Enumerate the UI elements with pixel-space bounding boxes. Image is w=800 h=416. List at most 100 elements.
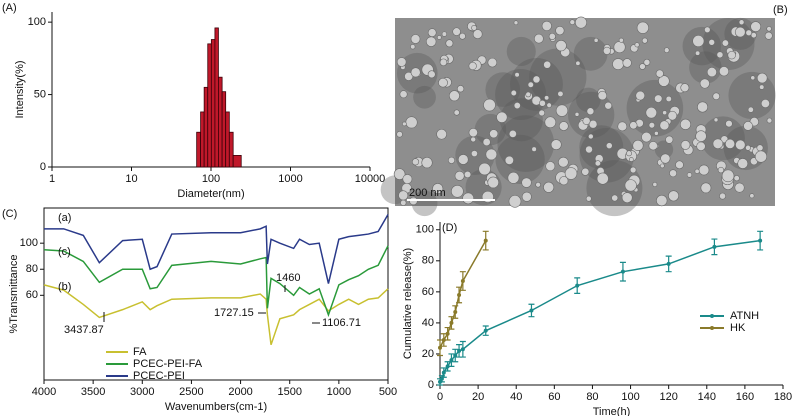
particle	[602, 46, 611, 55]
y-tick-label: 100	[20, 237, 38, 249]
annotation: (b)	[58, 281, 71, 293]
particle	[459, 32, 466, 40]
panel-label: (A)	[2, 2, 17, 14]
particle	[629, 166, 637, 174]
x-tick-label: 1500	[277, 386, 301, 398]
plot-frame	[43, 207, 389, 381]
bar	[203, 86, 209, 168]
particle	[586, 107, 595, 116]
particle	[706, 67, 717, 78]
y-tick-label: 100	[416, 224, 434, 236]
particle	[621, 192, 633, 204]
spectrum	[44, 214, 389, 284]
particle	[544, 95, 550, 101]
particle	[421, 157, 433, 169]
annotation: 3437.87	[64, 324, 104, 336]
bar	[214, 27, 219, 168]
particle	[463, 170, 472, 179]
particle	[745, 144, 751, 151]
particle	[559, 176, 569, 186]
point	[445, 331, 450, 336]
annotation: 1106.71	[322, 317, 361, 329]
particle	[410, 44, 416, 50]
y-tick-label: 40	[422, 317, 434, 329]
particle	[654, 131, 659, 136]
particle	[558, 121, 569, 131]
particle	[618, 37, 624, 43]
particle	[686, 172, 693, 178]
particle	[735, 139, 746, 151]
particle	[680, 83, 690, 93]
stain	[495, 134, 545, 184]
particle	[635, 90, 646, 101]
particle	[507, 171, 520, 184]
particle	[462, 192, 475, 205]
stain	[576, 87, 601, 113]
legend-marker	[710, 326, 714, 330]
x-tick-label: 2500	[179, 386, 203, 398]
annotation: 1460	[276, 272, 300, 284]
particle	[641, 131, 652, 143]
y-tick-label: 0	[40, 161, 46, 173]
x-tick-label: 1000	[278, 173, 302, 185]
panel-label: (D)	[442, 222, 457, 234]
particle	[743, 121, 753, 131]
particle	[525, 91, 532, 98]
panel-label: (B)	[773, 4, 788, 16]
micrograph	[380, 16, 776, 217]
particle	[555, 40, 567, 52]
particle	[665, 135, 674, 144]
stain	[485, 72, 521, 107]
particle	[604, 101, 613, 110]
legend-label: FA	[133, 346, 147, 358]
particle	[575, 60, 581, 66]
particle	[717, 166, 725, 174]
particle	[718, 66, 730, 77]
y-tick-label: 20	[422, 348, 434, 360]
bar	[210, 39, 216, 168]
stain	[495, 68, 547, 120]
panel-label: (C)	[2, 208, 17, 220]
particle	[624, 179, 637, 192]
particle	[668, 190, 680, 202]
x-tick-label: 1	[49, 173, 55, 185]
particle	[719, 192, 726, 200]
particle	[695, 50, 701, 56]
point	[620, 269, 625, 274]
particle	[393, 168, 406, 180]
y-tick-label: 60	[26, 289, 38, 301]
particle	[508, 195, 522, 208]
y-tick-label: 80	[26, 263, 38, 275]
particle	[612, 58, 625, 71]
particle	[749, 193, 755, 199]
legend-marker	[710, 314, 714, 318]
particle	[539, 99, 546, 107]
particle	[636, 21, 649, 34]
bar	[218, 76, 223, 168]
particle	[588, 133, 594, 140]
bar	[228, 131, 234, 168]
particle	[483, 98, 496, 112]
stain	[573, 36, 608, 71]
particle	[725, 138, 736, 149]
particle	[555, 104, 569, 117]
particle	[708, 39, 715, 46]
particle	[617, 121, 628, 132]
particle	[675, 160, 684, 170]
particle	[750, 75, 756, 81]
particle	[669, 169, 677, 178]
particle	[482, 138, 491, 147]
particle	[485, 148, 498, 161]
particle	[667, 110, 678, 121]
particle	[639, 63, 646, 70]
particle	[504, 155, 514, 165]
x-tick-label: 10	[125, 173, 137, 185]
particle	[738, 19, 745, 26]
x-axis-title: Time(h)	[593, 406, 630, 416]
y-tick-label: 60	[422, 286, 434, 298]
particle	[557, 90, 564, 97]
particle	[514, 72, 520, 78]
particle	[582, 116, 591, 125]
particle	[696, 141, 706, 151]
particle	[543, 181, 555, 193]
